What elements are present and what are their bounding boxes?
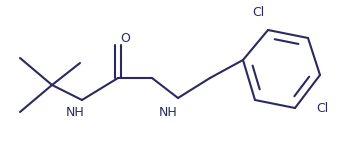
Text: Cl: Cl (316, 101, 328, 115)
Text: O: O (120, 31, 130, 45)
Text: NH: NH (66, 106, 84, 118)
Text: NH: NH (159, 106, 177, 118)
Text: Cl: Cl (252, 5, 264, 19)
